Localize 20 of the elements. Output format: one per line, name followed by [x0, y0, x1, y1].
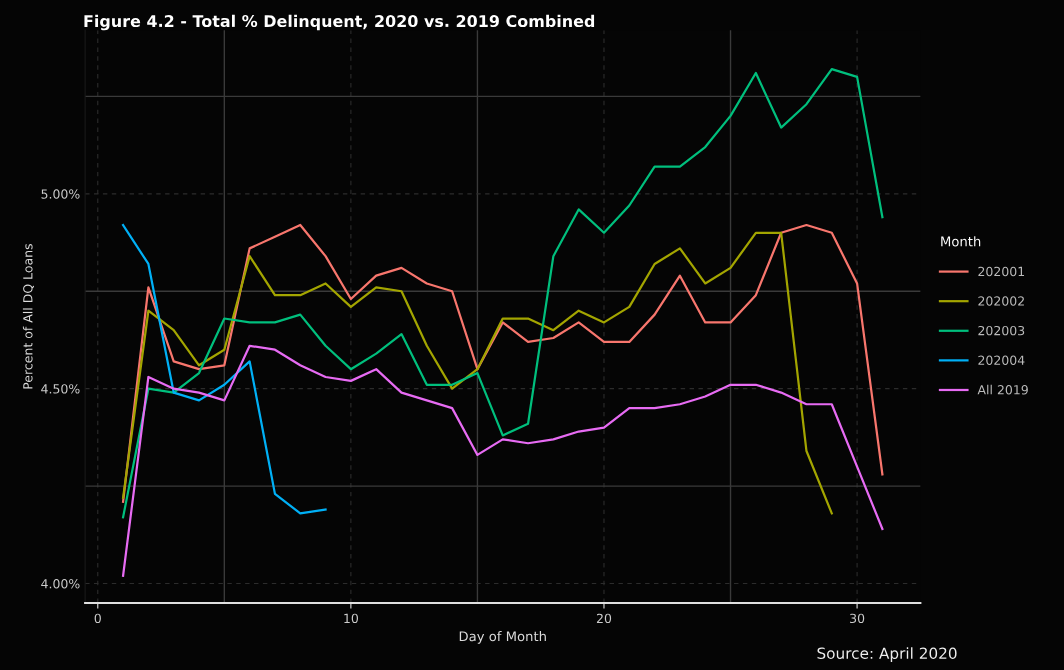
legend-label: All 2019 — [977, 384, 1028, 395]
x-tick-label: 0 — [94, 613, 101, 624]
x-tick-label: 30 — [850, 613, 865, 624]
legend-title: Month — [941, 236, 981, 247]
y-tick-label: 5.00% — [41, 189, 80, 199]
line-series — [121, 344, 884, 577]
legend-label: 202001 — [978, 266, 1025, 277]
source-note: Source: April 2020 — [817, 647, 957, 662]
y-tick-label: 4.50% — [41, 384, 80, 394]
y-axis-title: Percent of All DQ Loans — [22, 243, 35, 389]
legend-label: 202003 — [978, 325, 1025, 336]
legend-label: 202002 — [978, 296, 1024, 306]
chart-title: Figure 4.2 - Total % Delinquent, 2020 vs. 2019 Combined — [84, 14, 595, 31]
x-tick-label: 10 — [344, 613, 358, 624]
legend-label: 202004 — [978, 355, 1025, 365]
line-series — [121, 223, 327, 515]
x-axis-title: Day of Month — [459, 631, 546, 644]
line-series — [121, 68, 884, 519]
x-tick-label: 20 — [596, 613, 612, 624]
y-tick-label: 4.00% — [41, 578, 80, 589]
